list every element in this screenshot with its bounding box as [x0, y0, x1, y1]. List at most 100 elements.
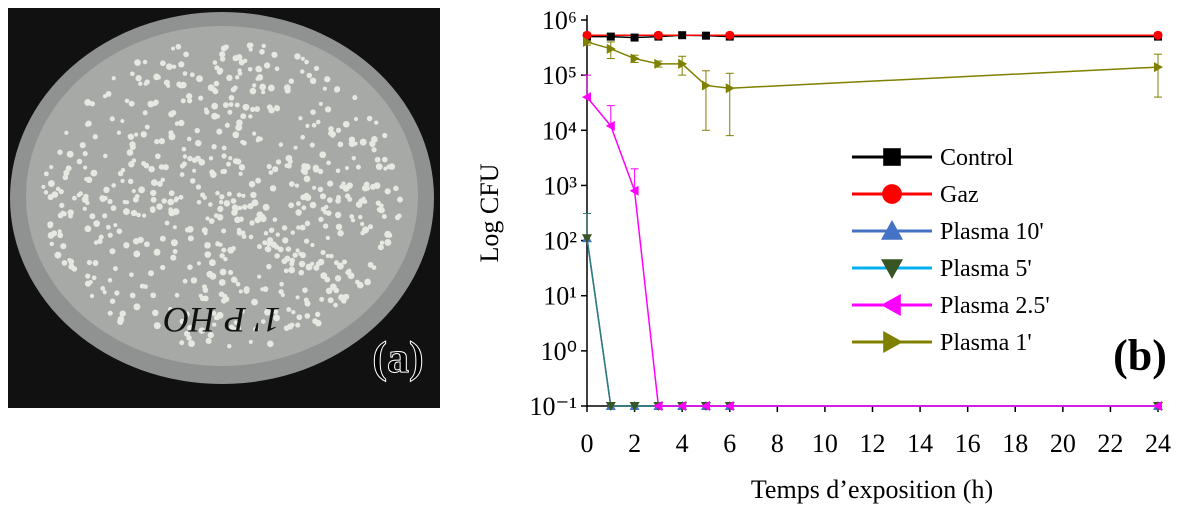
- colony: [394, 214, 401, 221]
- colony: [258, 136, 263, 142]
- colony: [255, 177, 262, 184]
- colony: [179, 172, 185, 177]
- colony: [202, 195, 207, 200]
- colony: [186, 335, 192, 341]
- colony: [147, 100, 155, 108]
- colony: [97, 238, 103, 245]
- colony: [379, 203, 384, 209]
- colony: [248, 114, 253, 119]
- colony: [264, 246, 272, 253]
- colony: [369, 183, 377, 190]
- colony: [198, 159, 206, 166]
- colony: [65, 165, 72, 172]
- colony: [55, 186, 61, 192]
- colony: [318, 101, 323, 106]
- colony: [86, 259, 92, 266]
- legend-label: Plasma 1': [940, 330, 1032, 356]
- colony: [211, 143, 217, 150]
- marker: [630, 53, 640, 64]
- legend-marker: [881, 294, 901, 316]
- colony: [302, 287, 308, 293]
- legend-label: Gaz: [940, 182, 979, 208]
- colony: [248, 180, 256, 188]
- colony: [120, 118, 125, 124]
- colony: [133, 250, 141, 258]
- colony: [278, 142, 284, 147]
- colony: [337, 141, 344, 148]
- colony: [79, 142, 86, 149]
- colony: [195, 139, 202, 147]
- colony: [61, 259, 68, 266]
- colony: [334, 211, 342, 219]
- x-tick-label: 2: [628, 429, 641, 458]
- colony: [221, 247, 227, 253]
- marker: [605, 120, 615, 131]
- colony: [248, 234, 254, 240]
- marker: [654, 58, 664, 69]
- colony: [51, 230, 58, 237]
- colony: [236, 119, 243, 127]
- colony: [310, 109, 316, 115]
- colony: [109, 298, 116, 304]
- colony: [130, 71, 135, 77]
- colony: [138, 81, 143, 86]
- colony: [334, 275, 342, 282]
- colony: [171, 46, 176, 51]
- colony: [382, 132, 388, 139]
- colony: [274, 66, 280, 72]
- marker: [582, 92, 591, 103]
- colony: [228, 324, 235, 331]
- colony: [235, 54, 243, 61]
- colony: [223, 256, 228, 262]
- colony: [109, 248, 116, 255]
- colony: [236, 229, 243, 236]
- colony: [196, 199, 202, 205]
- colony: [76, 158, 83, 165]
- colony: [187, 264, 193, 270]
- colony: [250, 106, 256, 112]
- colony: [144, 241, 150, 248]
- colony: [133, 303, 141, 311]
- colony: [182, 278, 188, 284]
- colony: [271, 51, 278, 58]
- colony: [341, 181, 346, 186]
- y-tick-label: 10⁴: [542, 116, 577, 145]
- marker: [701, 80, 711, 91]
- colony: [84, 225, 92, 233]
- colony: [300, 134, 306, 140]
- x-tick-label: 0: [581, 429, 594, 458]
- colony: [127, 134, 132, 139]
- colony: [207, 331, 214, 339]
- colony: [212, 60, 218, 65]
- colony: [63, 169, 70, 176]
- y-tick-label: 10³: [543, 171, 577, 200]
- colony: [220, 45, 228, 52]
- colony: [266, 163, 272, 170]
- colony: [366, 115, 373, 122]
- colony: [324, 76, 331, 83]
- colony: [346, 182, 353, 189]
- colony: [85, 273, 91, 279]
- colony: [142, 213, 147, 218]
- colony: [356, 281, 364, 289]
- colony: [175, 43, 182, 50]
- colony: [387, 232, 393, 238]
- colony: [311, 122, 317, 128]
- colony: [57, 149, 63, 155]
- colony: [250, 191, 257, 199]
- colony: [367, 224, 374, 230]
- colony: [304, 59, 309, 65]
- colony: [322, 86, 327, 91]
- colony: [313, 65, 320, 71]
- colony: [256, 244, 262, 250]
- colony: [152, 309, 159, 317]
- marker: [1153, 401, 1162, 411]
- colony: [362, 226, 370, 234]
- legend-label: Control: [940, 145, 1014, 171]
- x-tick-label: 12: [860, 429, 886, 458]
- colony: [208, 156, 214, 161]
- colony: [257, 274, 262, 279]
- colony: [183, 51, 189, 58]
- colony: [196, 261, 201, 266]
